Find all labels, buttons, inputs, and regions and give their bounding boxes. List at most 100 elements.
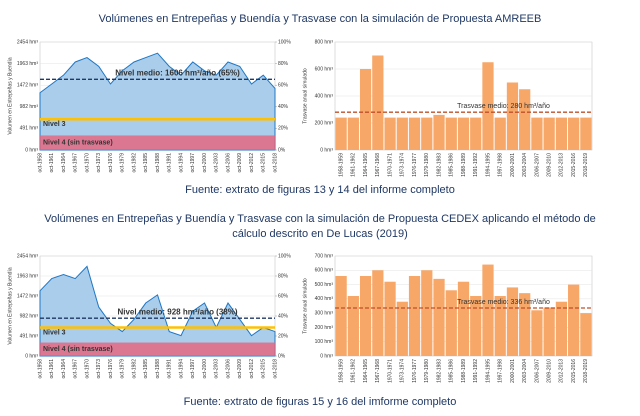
heading: Volúmenes en Entrepeñas y Buendía y Tras…	[98, 13, 542, 25]
x-tick-label: 1988-1989	[461, 359, 467, 383]
level-label: Nivel 4 (sin trasvase)	[43, 140, 113, 147]
x-tick-label: 1997-1998	[498, 359, 504, 383]
x-tick-label: 1976-1977	[412, 153, 418, 177]
y-tick-label: 200 hm³	[315, 120, 334, 126]
mean-label: Nivel medio: 928 hm³/año (38%)	[117, 307, 237, 316]
x-tick-label: 2000-2001	[510, 359, 516, 383]
bar	[372, 55, 384, 150]
bar	[433, 278, 445, 356]
caption: Fuente: extrato de figuras 15 y 16 del i…	[183, 396, 457, 408]
bar	[384, 281, 396, 356]
y-tick-label: 1963 hm³	[17, 61, 38, 67]
bar	[470, 117, 482, 150]
x-tick-label: oct-1979	[120, 153, 126, 173]
y2-tick-label: 40%	[278, 313, 289, 319]
y-tick-label: 982 hm³	[20, 104, 39, 110]
y-axis-title: Trasvase anual simulado	[302, 68, 308, 124]
x-tick-label: 2015-2016	[571, 153, 577, 177]
y2-tick-label: 80%	[278, 273, 289, 279]
x-tick-label: 1976-1977	[412, 359, 418, 383]
x-tick-label: oct-2000	[202, 153, 208, 173]
x-tick-label: oct-1988	[155, 153, 161, 173]
x-tick-label: 2018-2019	[583, 153, 589, 177]
x-tick-label: 1973-1974	[400, 359, 406, 383]
y-tick-label: 400 hm³	[315, 296, 334, 302]
level-label: Nivel 4 (sin trasvase)	[43, 346, 113, 353]
bar	[347, 117, 359, 150]
bar	[555, 117, 568, 150]
x-tick-label: oct-1967	[73, 153, 79, 173]
y2-tick-label: 60%	[278, 293, 289, 299]
bar	[580, 117, 592, 150]
bar	[470, 296, 482, 356]
x-tick-label: oct-1991	[167, 359, 173, 379]
x-tick-label: oct-1958	[37, 359, 43, 379]
x-tick-label: 1970-1971	[387, 359, 393, 383]
x-tick-label: 1979-1980	[424, 153, 430, 177]
bar	[372, 270, 384, 356]
area	[39, 52, 276, 151]
x-tick-label: 2006-2007	[534, 153, 540, 177]
bar	[555, 301, 568, 356]
bar	[421, 270, 433, 356]
bar	[519, 89, 531, 150]
y2-tick-label: 0%	[278, 147, 286, 153]
x-tick-label: 2012-2013	[559, 359, 565, 383]
y2-tick-label: 40%	[278, 104, 289, 110]
x-tick-label: oct-1994	[178, 359, 184, 379]
y-tick-label: 0 hm³	[320, 353, 333, 359]
x-tick-label: 1982-1983	[436, 153, 442, 177]
x-tick-label: 1994-1995	[485, 359, 491, 383]
y-tick-label: 0 hm³	[25, 353, 38, 359]
x-tick-label: 2003-2004	[522, 153, 528, 177]
x-tick-label: 2012-2013	[559, 153, 565, 177]
level-band	[40, 342, 275, 356]
x-tick-label: 1961-1962	[351, 153, 357, 177]
y-tick-label: 300 hm³	[315, 310, 334, 316]
y2-tick-label: 80%	[278, 61, 289, 67]
x-tick-label: oct-2006	[225, 359, 231, 379]
bar	[568, 117, 580, 150]
y-tick-label: 0 hm³	[25, 147, 38, 153]
bar	[531, 117, 543, 150]
level-label: Nivel 3	[43, 121, 66, 128]
x-tick-label: 1958-1959	[338, 359, 344, 383]
y2-tick-label: 0%	[278, 353, 286, 359]
y-axis-title: Volumen en Entrepeñas y Buendía	[7, 57, 13, 134]
x-tick-label: oct-1958	[37, 153, 43, 173]
x-tick-label: oct-1988	[155, 359, 161, 379]
x-tick-label: 1991-1992	[473, 153, 479, 177]
bar	[421, 117, 433, 150]
mean-label: Trasvase medio: 280 hm³/año	[457, 103, 550, 110]
y2-tick-label: 20%	[278, 333, 289, 339]
y-tick-label: 200 hm³	[315, 325, 334, 331]
bar	[396, 301, 408, 356]
y-tick-label: 491 hm³	[20, 126, 39, 132]
y-tick-label: 2454 hm³	[17, 39, 38, 45]
x-tick-label: 1964-1965	[363, 359, 369, 383]
x-tick-label: oct-2012	[249, 359, 255, 379]
bar	[482, 264, 494, 356]
bar	[408, 117, 421, 150]
bar	[359, 69, 372, 150]
y-tick-label: 700 hm³	[315, 253, 334, 259]
y-tick-label: 100 hm³	[315, 339, 334, 345]
y-tick-label: 1963 hm³	[17, 273, 38, 279]
bar	[335, 117, 347, 150]
y-tick-label: 1472 hm³	[17, 83, 38, 89]
bar	[396, 117, 408, 150]
level-label: Nivel 3	[43, 329, 66, 336]
mean-label: Nivel medio: 1606 hm³/año (65%)	[115, 68, 240, 77]
heading: Volúmenes en Entrepeñas y Buendía y Tras…	[44, 213, 596, 240]
x-tick-label: 1985-1986	[449, 359, 455, 383]
y-tick-label: 600 hm³	[315, 268, 334, 274]
x-tick-label: 2000-2001	[510, 153, 516, 177]
y-tick-label: 400 hm³	[315, 93, 334, 99]
bar	[531, 310, 543, 356]
bar	[519, 293, 531, 356]
bar	[457, 281, 470, 356]
x-tick-label: oct-1997	[190, 359, 196, 379]
bar	[408, 276, 421, 356]
x-tick-label: oct-1997	[190, 153, 196, 173]
